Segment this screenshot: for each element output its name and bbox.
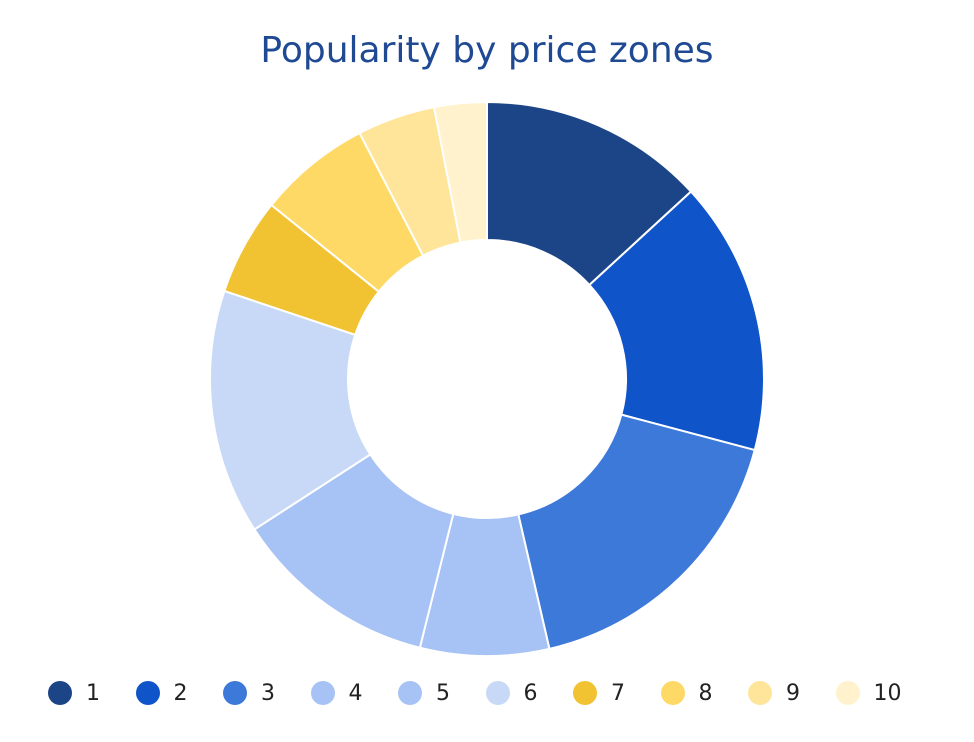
legend-item-3[interactable]: 3: [223, 676, 275, 710]
legend-label: 4: [348, 680, 363, 706]
legend-swatch: [485, 681, 510, 705]
donut-slice-6[interactable]: [209, 289, 372, 531]
legend-item-5[interactable]: 5: [398, 676, 450, 710]
legend-swatch: [835, 681, 860, 705]
legend-swatch: [310, 681, 335, 705]
legend-label: 9: [786, 680, 800, 706]
donut-slice-10[interactable]: [432, 100, 488, 244]
legend-swatch: [48, 681, 72, 705]
legend-swatch: [573, 681, 597, 705]
donut-slice-3[interactable]: [517, 413, 756, 651]
legend-swatch: [398, 681, 422, 705]
legend-label: 1: [86, 680, 100, 706]
legend-swatch: [223, 681, 247, 705]
legend-swatch: [660, 681, 685, 705]
donut-slice-5[interactable]: [253, 453, 455, 649]
legend-label: 8: [698, 680, 713, 706]
legend: 1 2 3 4 5 6 7 8 9 10: [40, 676, 940, 710]
legend-item-6[interactable]: 6: [485, 676, 538, 710]
legend-item-10[interactable]: 10: [835, 676, 902, 710]
legend-item-8[interactable]: 8: [660, 676, 713, 710]
legend-item-2[interactable]: 2: [135, 676, 188, 710]
legend-label: 5: [436, 680, 450, 706]
legend-item-1[interactable]: 1: [48, 676, 100, 710]
legend-swatch: [135, 681, 160, 705]
chart-title: Popularity by price zones: [260, 30, 714, 71]
donut-slice-1[interactable]: [486, 100, 693, 287]
legend-label: 6: [523, 680, 538, 706]
legend-item-9[interactable]: 9: [748, 676, 800, 710]
legend-item-7[interactable]: 7: [573, 676, 625, 710]
legend-label: 2: [173, 680, 188, 706]
legend-label: 7: [611, 680, 625, 706]
donut-slice-2[interactable]: [587, 190, 765, 452]
legend-item-4[interactable]: 4: [310, 676, 363, 710]
legend-swatch: [748, 681, 772, 705]
legend-label: 10: [873, 680, 902, 706]
legend-label: 3: [261, 680, 275, 706]
